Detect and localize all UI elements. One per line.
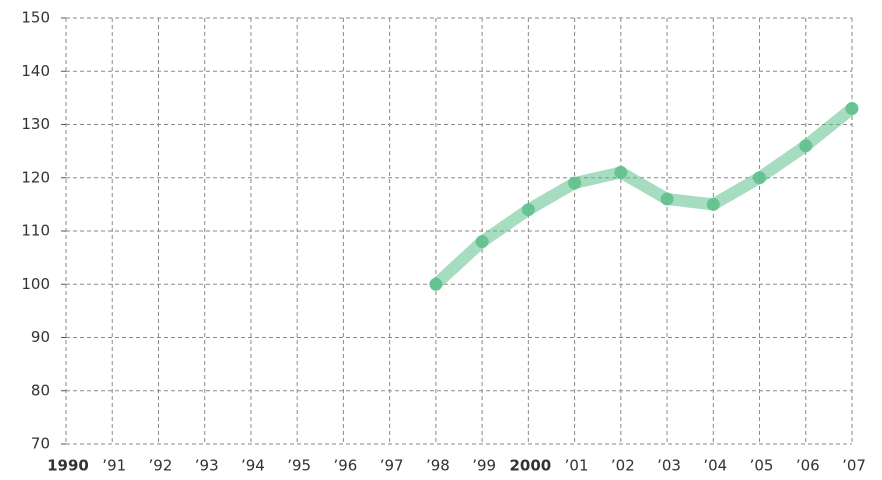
y-tick-label: 150	[21, 9, 50, 27]
y-tick-label: 110	[21, 222, 50, 240]
x-tick-label: ’01	[565, 457, 589, 475]
x-tick-label: ’07	[842, 457, 866, 475]
x-tick-label: ’04	[703, 457, 727, 475]
x-tick-label: ’91	[102, 457, 126, 475]
x-tick-label: ’06	[796, 457, 820, 475]
data-point	[521, 203, 535, 217]
data-point	[614, 165, 628, 179]
data-point	[660, 192, 674, 206]
x-tick-label: ’94	[241, 457, 265, 475]
x-tick-label: ’98	[426, 457, 450, 475]
x-tick-label: ’92	[149, 457, 173, 475]
data-point	[568, 176, 582, 190]
y-tick-label: 100	[21, 275, 50, 293]
y-tick-label: 80	[31, 381, 50, 399]
x-tick-label: 1990	[47, 457, 89, 475]
data-point	[706, 197, 720, 211]
y-tick-label: 130	[21, 115, 50, 133]
x-tick-label: ’99	[472, 457, 496, 475]
data-point	[845, 102, 859, 116]
data-point	[475, 235, 489, 249]
x-tick-label: ’93	[195, 457, 219, 475]
data-point	[799, 139, 813, 153]
x-tick-label: 2000	[509, 457, 551, 475]
x-tick-label: ’95	[287, 457, 311, 475]
series-line	[429, 102, 858, 291]
x-tick-label: ’97	[380, 457, 404, 475]
data-point	[753, 171, 767, 185]
x-tick-label: ’03	[657, 457, 681, 475]
x-tick-label: ’96	[333, 457, 357, 475]
x-tick-label: ’02	[611, 457, 635, 475]
y-tick-label: 140	[21, 62, 50, 80]
y-tick-label: 70	[31, 435, 50, 453]
data-point	[429, 277, 443, 291]
y-tick-label: 90	[31, 328, 50, 346]
x-tick-label: ’05	[750, 457, 774, 475]
y-tick-label: 120	[21, 168, 50, 186]
